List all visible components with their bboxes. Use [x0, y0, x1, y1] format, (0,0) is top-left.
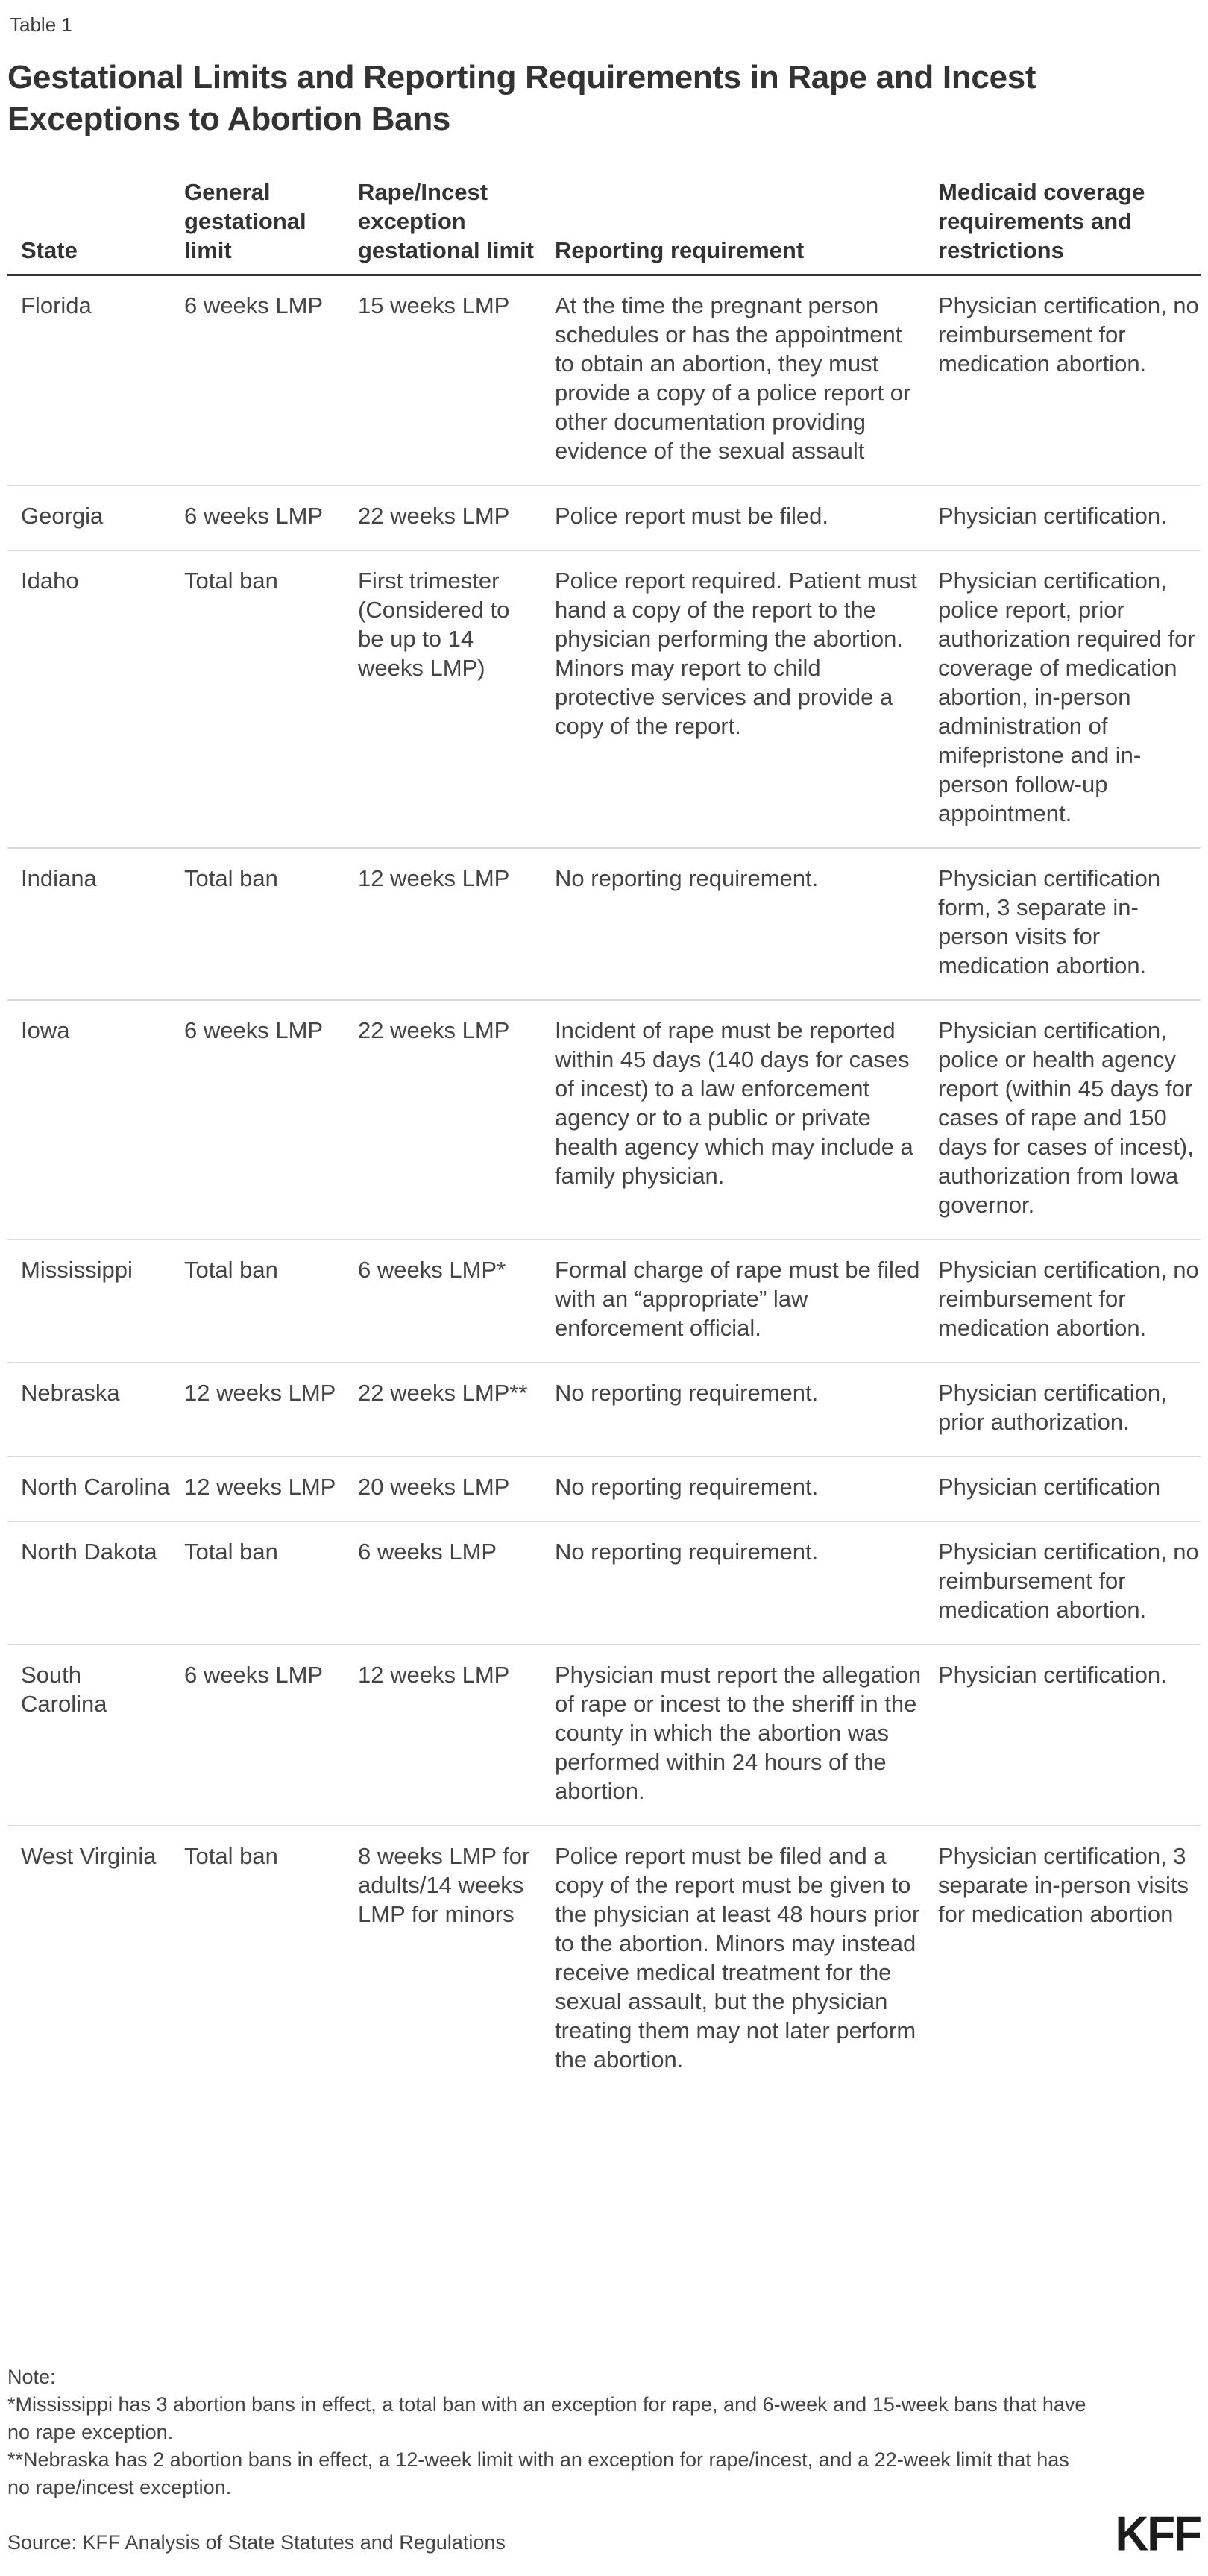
cell-general-limit: 6 weeks LMP [184, 1017, 324, 1043]
table-row-idaho: Idaho Total ban First trimester (Conside… [7, 550, 1201, 848]
table-header: State General gestational limit Rape/Inc… [7, 178, 1201, 275]
column-header-state: State [21, 237, 78, 263]
cell-exception-limit: 8 weeks LMP for adults/14 weeks LMP for … [358, 1843, 530, 1927]
cell-exception-limit: 6 weeks LMP* [358, 1257, 506, 1283]
cell-general-limit: Total ban [184, 1539, 278, 1565]
cell-exception-limit: 22 weeks LMP [358, 503, 510, 529]
cell-state: South Carolina [21, 1662, 107, 1717]
cell-state: North Dakota [21, 1539, 157, 1565]
cell-reporting: At the time the pregnant person schedule… [555, 292, 911, 464]
cell-general-limit: 12 weeks LMP [184, 1380, 336, 1406]
cell-state: Idaho [21, 568, 79, 594]
cell-state: Mississippi [21, 1257, 133, 1283]
table-row-nebraska: Nebraska 12 weeks LMP 22 weeks LMP** No … [7, 1363, 1201, 1457]
gestational-limits-table: State General gestational limit Rape/Inc… [7, 178, 1201, 2093]
cell-reporting: No reporting requirement. [555, 1539, 819, 1565]
cell-medicaid: Physician certification, 3 separate in-p… [938, 1843, 1189, 1927]
cell-medicaid: Physician certification, no reimbursemen… [938, 1257, 1199, 1341]
cell-exception-limit: First trimester (Considered to be up to … [358, 568, 510, 681]
column-header-reporting: Reporting requirement [555, 237, 805, 263]
cell-exception-limit: 22 weeks LMP** [358, 1380, 528, 1406]
table-row-mississippi: Mississippi Total ban 6 weeks LMP* Forma… [7, 1240, 1201, 1363]
table-label: Table 1 [10, 13, 72, 36]
note-mississippi: *Mississippi has 3 abortion bans in effe… [7, 2393, 1086, 2443]
cell-exception-limit: 22 weeks LMP [358, 1017, 510, 1043]
cell-reporting: Police report required. Patient must han… [555, 568, 917, 739]
note-nebraska: **Nebraska has 2 abortion bans in effect… [7, 2448, 1069, 2498]
table-row-north-carolina: North Carolina 12 weeks LMP 20 weeks LMP… [7, 1457, 1201, 1521]
cell-state: Georgia [21, 503, 104, 529]
cell-medicaid: Physician certification, prior authoriza… [938, 1380, 1167, 1435]
cell-exception-limit: 12 weeks LMP [358, 1662, 510, 1688]
cell-state: Florida [21, 292, 92, 318]
cell-reporting: Police report must be filed. [555, 503, 829, 529]
table-row-iowa: Iowa 6 weeks LMP 22 weeks LMP Incident o… [7, 1000, 1201, 1240]
cell-reporting: No reporting requirement. [555, 1380, 819, 1406]
cell-exception-limit: 12 weeks LMP [358, 865, 510, 891]
cell-reporting: No reporting requirement. [555, 1474, 819, 1500]
table-row-south-carolina: South Carolina 6 weeks LMP 12 weeks LMP … [7, 1644, 1201, 1826]
kff-logo: KFF [1115, 2507, 1202, 2562]
cell-reporting: Physician must report the allegation of … [555, 1662, 922, 1804]
footer: Source: KFF Analysis of State Statutes a… [7, 2507, 1202, 2562]
cell-general-limit: 6 weeks LMP [184, 1662, 324, 1688]
table-row-georgia: Georgia 6 weeks LMP 22 weeks LMP Police … [7, 486, 1201, 550]
cell-general-limit: Total ban [184, 1257, 278, 1283]
header-row: State General gestational limit Rape/Inc… [7, 178, 1201, 275]
cell-reporting: Incident of rape must be reported within… [555, 1017, 913, 1189]
cell-reporting: No reporting requirement. [555, 865, 819, 891]
flex-spacer [7, 2093, 1198, 2299]
column-header-general-limit: General gestational limit [184, 179, 306, 263]
note-label: Note: [7, 2366, 56, 2388]
cell-general-limit: Total ban [184, 865, 278, 891]
cell-state: Indiana [21, 865, 97, 891]
cell-exception-limit: 6 weeks LMP [358, 1539, 497, 1565]
cell-state: Iowa [21, 1017, 70, 1043]
cell-state: West Virginia [21, 1843, 157, 1869]
table-body: Florida 6 weeks LMP 15 weeks LMP At the … [7, 275, 1201, 2094]
notes-section: Note: *Mississippi has 3 abortion bans i… [7, 2363, 1096, 2501]
table-row-north-dakota: North Dakota Total ban 6 weeks LMP No re… [7, 1521, 1201, 1644]
cell-reporting: Formal charge of rape must be filed with… [555, 1257, 920, 1341]
cell-medicaid: Physician certification, police report, … [938, 568, 1195, 826]
cell-reporting: Police report must be filed and a copy o… [555, 1843, 920, 2073]
cell-medicaid: Physician certification. [938, 1662, 1167, 1688]
cell-state: North Carolina [21, 1474, 170, 1500]
cell-exception-limit: 20 weeks LMP [358, 1474, 510, 1500]
cell-medicaid: Physician certification. [938, 503, 1167, 529]
cell-exception-limit: 15 weeks LMP [358, 292, 510, 318]
column-header-exception-limit: Rape/Incest exception gestational limit [358, 179, 534, 263]
cell-state: Nebraska [21, 1380, 120, 1406]
table-row-florida: Florida 6 weeks LMP 15 weeks LMP At the … [7, 275, 1201, 486]
source-text: Source: KFF Analysis of State Statutes a… [7, 2531, 506, 2554]
cell-general-limit: 6 weeks LMP [184, 292, 324, 318]
column-header-medicaid: Medicaid coverage requirements and restr… [938, 179, 1145, 263]
cell-medicaid: Physician certification form, 3 separate… [938, 865, 1161, 978]
table-row-west-virginia: West Virginia Total ban 8 weeks LMP for … [7, 1826, 1201, 2093]
cell-medicaid: Physician certification, no reimbursemen… [938, 1539, 1199, 1623]
cell-general-limit: 6 weeks LMP [184, 503, 324, 529]
cell-medicaid: Physician certification, police or healt… [938, 1017, 1194, 1218]
cell-general-limit: Total ban [184, 1843, 278, 1869]
cell-medicaid: Physician certification, no reimbursemen… [938, 292, 1199, 377]
cell-general-limit: Total ban [184, 568, 278, 594]
table-row-indiana: Indiana Total ban 12 weeks LMP No report… [7, 848, 1201, 1000]
cell-general-limit: 12 weeks LMP [184, 1474, 336, 1500]
cell-medicaid: Physician certification [938, 1474, 1161, 1500]
page-title: Gestational Limits and Reporting Require… [7, 59, 1036, 137]
